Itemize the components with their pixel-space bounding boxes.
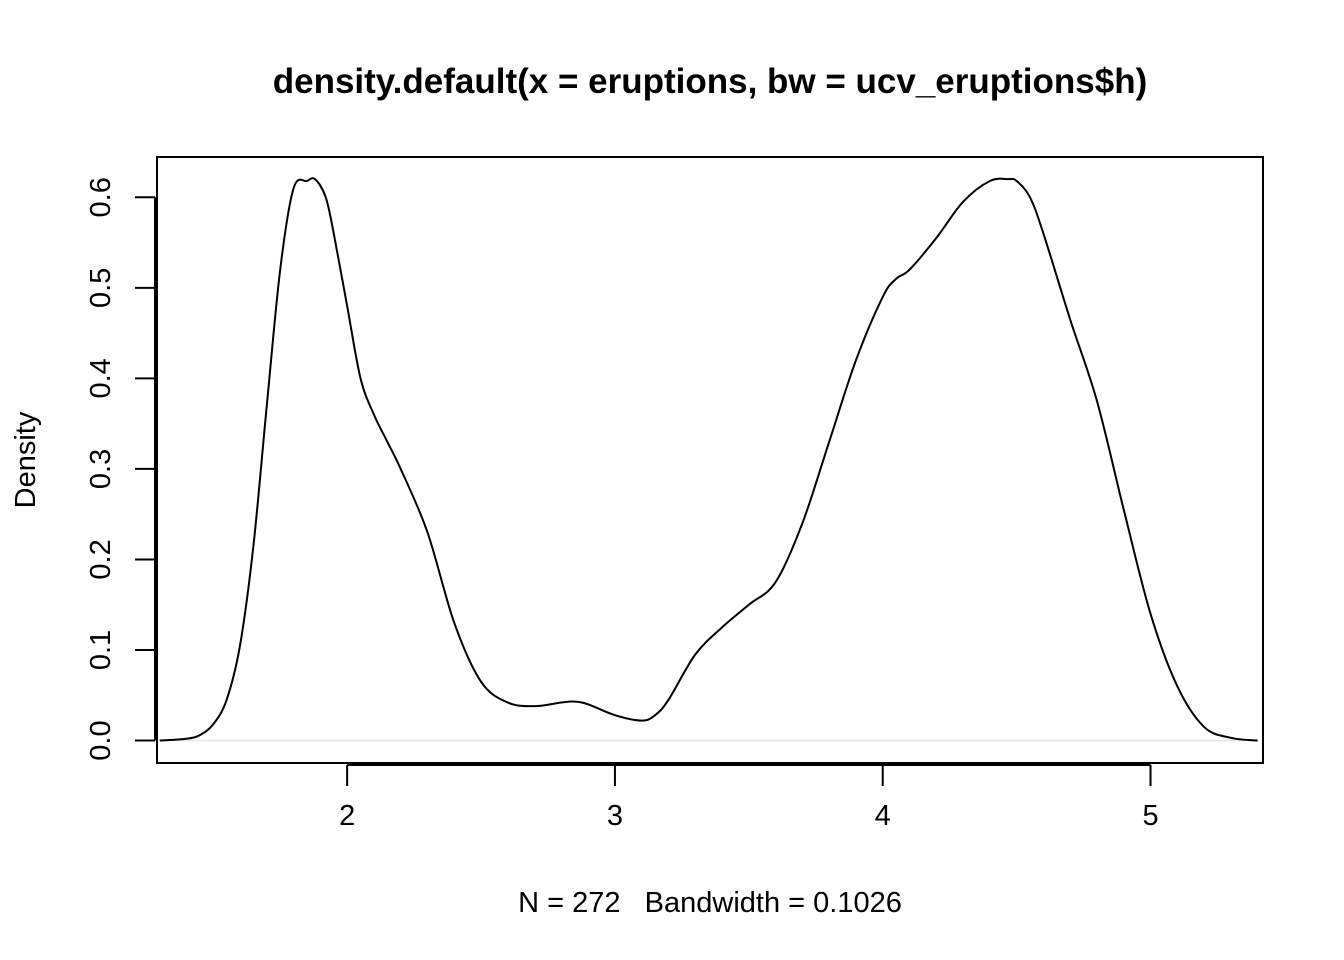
x-axis: 2 3 4 5 [339,764,1159,832]
y-tick-label: 0.5 [85,268,117,308]
y-tick-label: 0.3 [85,449,117,489]
plot-frame [156,156,1264,764]
y-axis: 0.0 0.1 0.2 0.3 0.4 0.5 0.6 [85,177,156,761]
x-axis-label: N = 272 Bandwidth = 0.1026 [518,887,902,919]
y-tick-label: 0.2 [85,539,117,579]
x-tick-label: 3 [607,800,623,832]
x-tick-label: 4 [875,800,891,832]
x-tick-label: 2 [339,800,355,832]
chart-title: density.default(x = eruptions, bw = ucv_… [273,62,1148,101]
y-axis-label: Density [10,411,42,508]
y-tick-label: 0.4 [85,358,117,398]
y-tick-label: 0.0 [85,720,117,760]
y-tick-label: 0.1 [85,630,117,670]
density-line [159,177,1258,742]
x-tick-label: 5 [1142,800,1158,832]
y-tick-label: 0.6 [85,177,117,217]
